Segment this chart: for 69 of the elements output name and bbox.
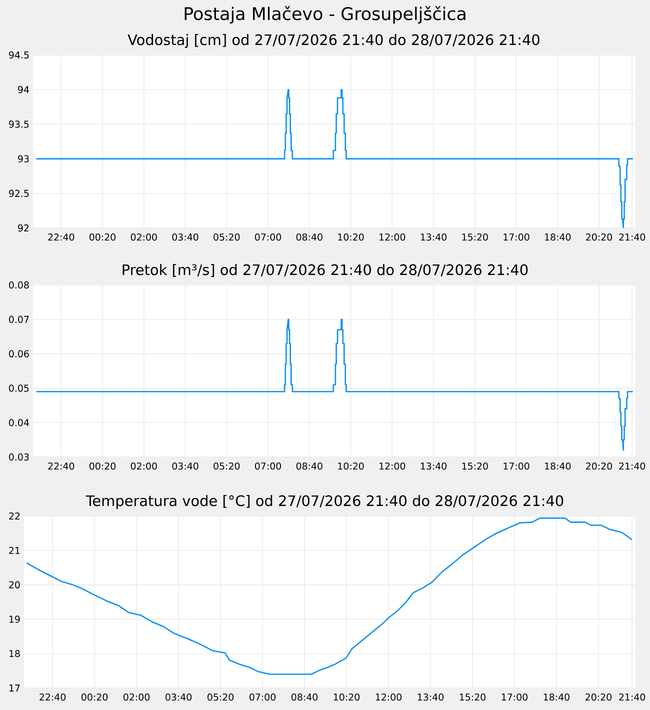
line-series: [36, 318, 634, 451]
x-tick-label: 20:20: [586, 234, 612, 241]
y-tick-label: 0.03: [9, 453, 29, 461]
x-tick-label: 13:40: [420, 462, 447, 470]
y-tick-label: 20: [9, 581, 20, 588]
x-tick-label: 17:00: [504, 234, 530, 241]
x-tick-label: 17:00: [502, 694, 528, 701]
x-tick-label: 21:40: [619, 234, 646, 241]
y-tick-label: 93.5: [9, 120, 29, 128]
x-tick-label: 02:00: [124, 694, 150, 701]
x-tick-label: 03:40: [172, 234, 198, 241]
y-tick-label: 0.07: [9, 316, 29, 323]
x-tick-label: 12:00: [380, 462, 406, 470]
x-tick-label: 22:40: [40, 694, 66, 701]
y-tick-label: 0.04: [9, 419, 29, 426]
y-tick-label: 18: [9, 650, 20, 658]
chart-title: Pretok [m³/s] od 27/07/2026 21:40 do 28/07/2026 21:40: [122, 264, 528, 277]
x-tick-label: 07:00: [254, 462, 282, 470]
x-tick-label: 05:20: [214, 462, 240, 470]
x-tick-label: 07:00: [250, 694, 276, 701]
x-tick-label: 12:00: [380, 234, 406, 241]
chart-title: Postaja Mlačevo - Grosupeljščica: [184, 6, 466, 24]
x-tick-label: 10:20: [338, 462, 364, 470]
x-tick-label: 03:40: [172, 462, 198, 470]
y-tick-label: 17: [9, 684, 20, 692]
x-tick-label: 10:20: [338, 234, 364, 241]
x-tick-label: 18:40: [545, 234, 571, 241]
x-tick-label: 18:40: [544, 694, 570, 701]
x-tick-label: 05:20: [208, 694, 234, 701]
x-tick-label: 15:20: [460, 694, 486, 701]
x-tick-label: 15:20: [462, 462, 488, 470]
x-tick-label: 07:00: [254, 234, 282, 241]
x-tick-label: 08:40: [296, 234, 322, 241]
x-tick-label: 22:40: [48, 462, 74, 470]
x-tick-label: 20:20: [586, 694, 612, 701]
x-tick-label: 18:40: [545, 462, 571, 470]
y-tick-label: 92: [18, 224, 29, 232]
chart-title: Temperatura vode [°C] od 27/07/2026 21:40 do 28/07/2026 21:40: [86, 495, 564, 509]
x-tick-label: 20:20: [586, 462, 612, 470]
x-tick-label: 21:40: [619, 462, 646, 470]
y-tick-label: 0.06: [9, 350, 29, 358]
y-tick-label: 22: [9, 512, 20, 520]
y-tick-label: 93: [18, 155, 29, 162]
x-tick-label: 03:40: [166, 694, 192, 701]
x-tick-label: 00:20: [82, 694, 108, 701]
line-series: [36, 88, 634, 228]
x-tick-label: 08:40: [292, 694, 318, 701]
x-tick-label: 12:00: [376, 694, 402, 701]
x-tick-label: 00:20: [89, 234, 116, 241]
y-tick-label: 19: [9, 616, 20, 623]
x-tick-label: 02:00: [130, 462, 157, 470]
y-tick-label: 94.5: [9, 51, 29, 59]
y-tick-label: 0.05: [9, 384, 29, 392]
y-tick-label: 94: [18, 86, 29, 94]
x-tick-label: 15:20: [462, 234, 488, 241]
x-tick-label: 00:20: [89, 462, 116, 470]
y-tick-label: 21: [9, 546, 20, 554]
x-tick-label: 22:40: [48, 234, 74, 241]
y-tick-label: 0.08: [9, 281, 29, 289]
x-tick-label: 21:40: [619, 694, 646, 701]
x-tick-label: 05:20: [214, 234, 240, 241]
x-tick-label: 13:40: [418, 694, 444, 701]
x-tick-label: 08:40: [296, 462, 322, 470]
x-tick-label: 02:00: [130, 234, 157, 241]
y-tick-label: 92.5: [9, 190, 29, 197]
x-tick-label: 13:40: [420, 234, 447, 241]
x-tick-label: 17:00: [504, 462, 530, 470]
chart-subtitle: Vodostaj [cm] od 27/07/2026 21:40 do 28/07/2026 21:40: [128, 34, 540, 48]
x-tick-label: 10:20: [334, 694, 360, 701]
